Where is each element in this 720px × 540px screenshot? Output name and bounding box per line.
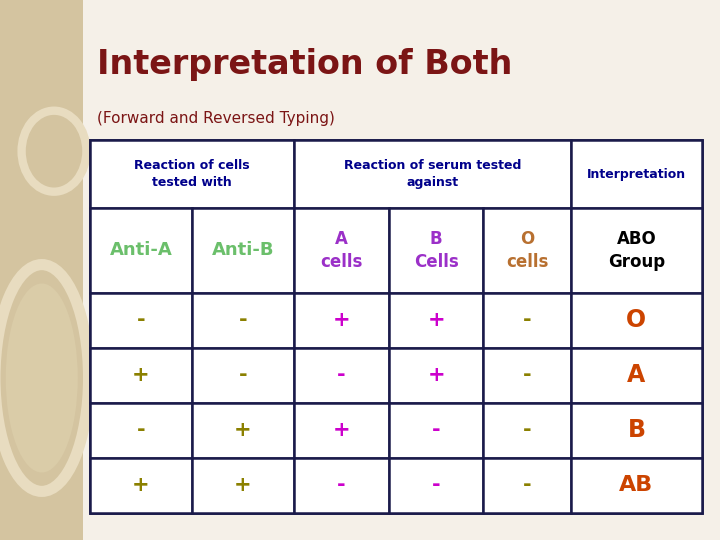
Bar [294,348,389,403]
Bar [389,403,483,458]
Bar [192,208,294,293]
Text: +: + [427,366,445,386]
Bar [571,293,702,348]
Text: ABO
Group: ABO Group [608,231,665,271]
Bar [192,458,294,513]
Bar [483,293,571,348]
Text: +: + [132,476,150,496]
Bar [483,348,571,403]
Text: (Forward and Reversed Typing): (Forward and Reversed Typing) [97,111,335,126]
Text: Interpretation: Interpretation [587,168,686,181]
Text: -: - [523,310,531,330]
Bar [571,208,702,293]
Bar [90,403,192,458]
Bar [294,140,571,208]
Bar [389,293,483,348]
Bar [0,0,83,540]
Bar [483,208,571,293]
Bar [90,348,192,403]
Text: -: - [239,366,247,386]
Bar [389,458,483,513]
Text: -: - [432,476,441,496]
Bar [90,208,192,293]
Text: B
Cells: B Cells [414,231,459,271]
Text: -: - [137,421,145,441]
Bar [192,348,294,403]
Text: O: O [626,308,647,332]
Text: -: - [337,366,346,386]
Bar [294,293,389,348]
Text: -: - [432,421,441,441]
Bar [294,208,389,293]
Bar [90,140,702,513]
Bar [192,293,294,348]
Bar [571,140,702,208]
Text: Reaction of serum tested
against: Reaction of serum tested against [343,159,521,190]
Bar [389,348,483,403]
Bar [571,348,702,403]
Bar [192,403,294,458]
Ellipse shape [6,284,78,472]
Text: Interpretation of Both: Interpretation of Both [97,48,513,82]
Text: -: - [239,310,247,330]
Text: +: + [333,421,350,441]
Text: O
cells: O cells [506,231,549,271]
Text: +: + [427,310,445,330]
Text: +: + [132,366,150,386]
Bar [571,458,702,513]
Text: Anti-B: Anti-B [212,241,274,260]
Text: -: - [523,476,531,496]
Text: Anti-A: Anti-A [109,241,172,260]
Bar [90,293,192,348]
Bar [90,458,192,513]
Text: AB: AB [619,476,654,496]
Bar [389,208,483,293]
Text: -: - [523,421,531,441]
Text: Reaction of cells
tested with: Reaction of cells tested with [134,159,250,190]
Text: -: - [523,366,531,386]
Text: A: A [627,363,646,387]
Bar [483,458,571,513]
Text: A
cells: A cells [320,231,363,271]
Bar [294,403,389,458]
Bar [294,458,389,513]
Text: -: - [337,476,346,496]
Text: +: + [234,421,252,441]
Text: -: - [137,310,145,330]
Text: +: + [234,476,252,496]
Text: B: B [627,418,645,442]
Text: +: + [333,310,350,330]
Bar [90,140,294,208]
Bar [571,403,702,458]
Bar [483,403,571,458]
